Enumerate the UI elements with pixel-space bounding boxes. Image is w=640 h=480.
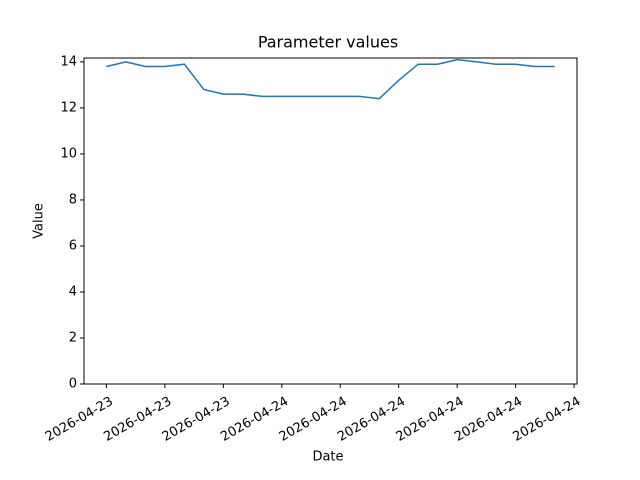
- chart-title: Parameter values: [258, 33, 398, 52]
- y-tick-label: 12: [60, 100, 77, 115]
- y-tick-label: 14: [60, 54, 77, 69]
- y-tick-label: 0: [69, 377, 77, 392]
- y-tick-label: 2: [69, 330, 77, 345]
- x-axis-label: Date: [312, 450, 343, 465]
- y-axis-label: Value: [32, 203, 47, 239]
- y-tick-label: 6: [69, 238, 77, 253]
- data-line: [106, 58, 555, 100]
- y-tick-label: 4: [69, 284, 77, 299]
- plot-frame: [83, 57, 578, 385]
- y-tick-label: 8: [69, 192, 77, 207]
- y-tick-label: 10: [60, 146, 77, 161]
